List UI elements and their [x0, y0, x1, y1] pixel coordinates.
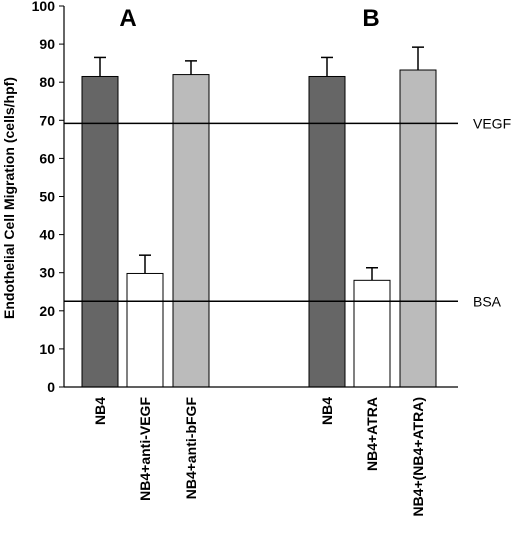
y-tick-label: 0	[47, 379, 55, 395]
y-tick-label: 70	[39, 112, 55, 128]
y-tick-label: 80	[39, 74, 55, 90]
bar	[172, 74, 210, 388]
y-tick-label: 10	[39, 341, 55, 357]
panel-label: B	[362, 5, 379, 32]
category-label: NB4	[92, 397, 108, 425]
axes	[63, 6, 458, 388]
bars	[81, 69, 437, 388]
panel-label: A	[119, 5, 136, 32]
y-tick-label: 40	[39, 227, 55, 243]
category-label: NB4	[319, 397, 335, 425]
bar	[353, 279, 391, 388]
reference-line-label: BSA	[473, 293, 502, 309]
error-bars	[94, 46, 424, 281]
y-tick-label: 90	[39, 36, 55, 52]
category-label: NB4+ATRA	[364, 397, 380, 471]
bar	[308, 75, 346, 388]
category-labels: NB4 NB4+anti-VEGF NB4+anti-bFGF NB4 NB4+ATRA…	[92, 397, 426, 517]
bar	[126, 272, 164, 388]
category-label: NB4+anti-VEGF	[137, 397, 153, 501]
y-tick-label: 60	[39, 150, 55, 166]
y-axis-ticks: 0 10 20 30 40 50 60 70 80 90 100	[32, 0, 64, 395]
bar	[81, 75, 119, 388]
y-axis-title: Endothelial Cell Migration (cells/hpf)	[1, 77, 17, 319]
y-tick-label: 50	[39, 189, 55, 205]
y-tick-label: 30	[39, 265, 55, 281]
reference-line-label: VEGF	[473, 115, 511, 131]
category-label: NB4+anti-bFGF	[183, 397, 199, 500]
y-tick-label: 100	[32, 0, 56, 14]
category-label: NB4+(NB4+ATRA)	[410, 397, 426, 517]
y-tick-label: 20	[39, 303, 55, 319]
bar	[399, 69, 437, 388]
reference-lines: VEGF BSA	[64, 115, 511, 309]
